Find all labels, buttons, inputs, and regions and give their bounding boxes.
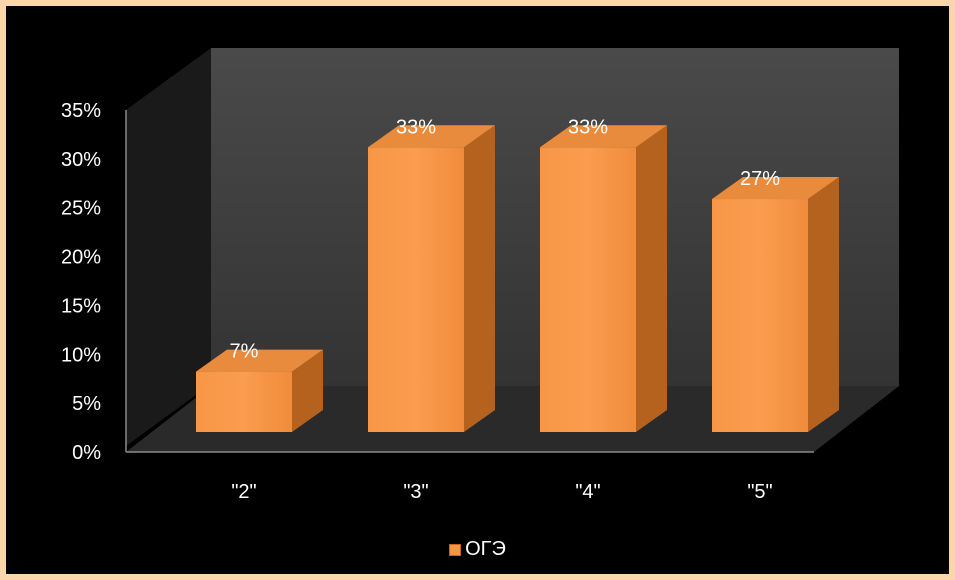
x-tick-label: "5" <box>747 481 772 503</box>
bar-front-face <box>196 371 292 432</box>
legend: ОГЭ <box>6 538 949 561</box>
bar-front-face <box>540 147 636 432</box>
y-axis-tick-labels: 0% 5% 10% 15% 20% 25% 30% 35% <box>61 100 101 464</box>
x-tick-label: "2" <box>231 481 256 503</box>
bar-front-face <box>712 199 808 432</box>
y-tick-label: 5% <box>72 393 101 415</box>
side-wall <box>126 48 211 446</box>
y-tick-label: 35% <box>61 100 101 122</box>
bar-side-face <box>808 177 839 432</box>
bar-top-face <box>540 125 667 148</box>
bar <box>712 177 839 432</box>
x-tick-label: "4" <box>575 481 600 503</box>
y-tick-label: 10% <box>61 344 101 366</box>
data-label: 33% <box>568 116 608 138</box>
bars <box>196 125 839 432</box>
data-label: 33% <box>396 116 436 138</box>
data-labels: 7% 33% 33% 27% <box>230 116 781 362</box>
y-tick-label: 25% <box>61 198 101 220</box>
chart-frame: 0% 5% 10% 15% 20% 25% 30% 35% "2" "3" "4" "5" 7% 33… <box>6 6 949 574</box>
y-tick-label: 15% <box>61 295 101 317</box>
bar-top-face <box>712 177 839 200</box>
bar <box>196 349 323 432</box>
x-tick-label: "3" <box>403 481 428 503</box>
bar-top-face <box>196 349 323 372</box>
legend-label: ОГЭ <box>465 538 506 560</box>
bar-side-face <box>464 125 495 432</box>
bar-side-face <box>636 125 667 432</box>
bar-front-face <box>368 147 464 432</box>
y-tick-label: 30% <box>61 149 101 171</box>
y-tick-label: 20% <box>61 247 101 269</box>
bar-side-face <box>292 349 323 432</box>
data-label: 7% <box>230 341 259 363</box>
legend-swatch <box>449 544 462 556</box>
bar-chart: 0% 5% 10% 15% 20% 25% 30% 35% "2" "3" "4" "5" 7% 33… <box>61 48 899 503</box>
x-axis-tick-labels: "2" "3" "4" "5" <box>231 481 772 503</box>
bar <box>368 125 495 432</box>
bar <box>540 125 667 432</box>
data-label: 27% <box>740 168 780 190</box>
bar-top-face <box>368 125 495 148</box>
y-tick-label: 0% <box>72 442 101 464</box>
